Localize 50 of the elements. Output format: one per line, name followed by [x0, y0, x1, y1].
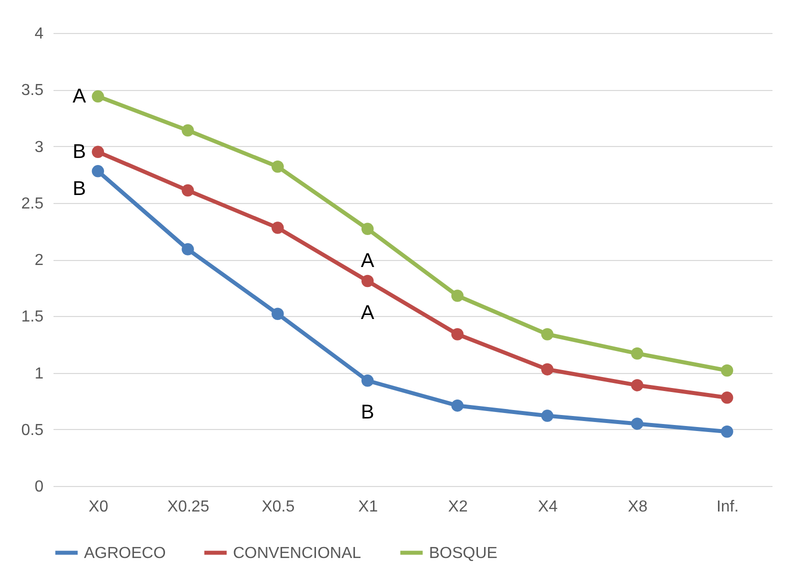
point: [272, 308, 284, 320]
point: [720, 426, 734, 438]
x-tick-label: X1: [358, 498, 378, 516]
point: [541, 363, 554, 376]
y-tick-label: 2: [34, 252, 44, 269]
y-tick-label: 4: [34, 26, 44, 42]
y-tick-label: 3.5: [21, 82, 44, 100]
annotation: B: [72, 178, 86, 200]
x-tick-label: X0.25: [167, 498, 210, 516]
point: [361, 222, 374, 236]
x-tick-label: Inf.: [716, 498, 739, 516]
point: [631, 379, 644, 392]
y-tick-label: 3: [34, 138, 44, 156]
y-tick-label: 0: [34, 478, 44, 496]
x-tick-label: X8: [628, 498, 648, 516]
point: [92, 165, 104, 178]
point: [182, 243, 194, 256]
point: [451, 328, 464, 340]
point: [451, 290, 464, 302]
point: [182, 124, 194, 137]
point: [631, 347, 644, 360]
y-tick-label: 1: [34, 365, 44, 382]
legend-label: CONVENCIONAL: [233, 544, 362, 562]
point: [720, 392, 734, 404]
annotation: A: [72, 85, 87, 108]
point: [272, 160, 284, 173]
y-tick-label: 0.5: [21, 422, 44, 439]
point: [361, 274, 374, 288]
point: [541, 410, 554, 422]
x-tick-label: X4: [538, 498, 558, 516]
x-tick-label: X2: [448, 498, 468, 516]
point: [182, 184, 194, 197]
point: [272, 222, 284, 234]
point: [451, 399, 464, 412]
point: [92, 146, 104, 158]
annotation: A: [360, 302, 375, 324]
point: [361, 374, 374, 387]
annotation: B: [360, 402, 374, 424]
y-tick-label: 2.5: [21, 195, 44, 212]
point: [631, 418, 644, 430]
point: [720, 364, 734, 377]
x-tick-label: X0.5: [262, 498, 295, 516]
x-tick-label: X0: [88, 498, 108, 516]
point: [541, 328, 554, 340]
y-tick-label: 1.5: [21, 308, 44, 326]
point: [92, 90, 104, 103]
legend-label: AGROECO: [84, 544, 166, 562]
legend-label: BOSQUE: [429, 544, 498, 562]
annotation: A: [360, 250, 375, 272]
annotation: B: [72, 140, 86, 163]
